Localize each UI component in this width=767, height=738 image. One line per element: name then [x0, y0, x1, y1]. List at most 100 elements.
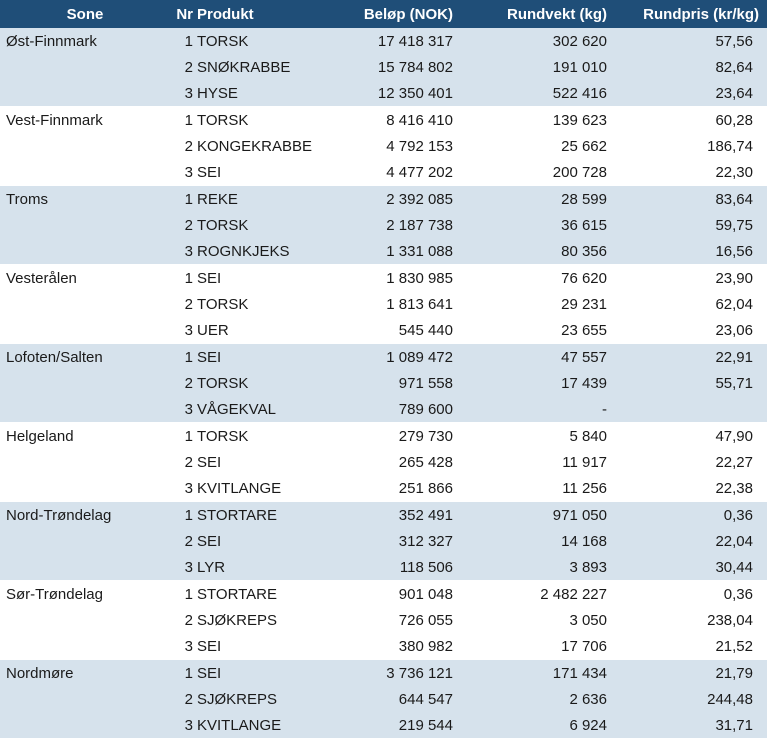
rank-number: 2	[170, 686, 197, 712]
amount-nok: 118 506	[337, 554, 477, 581]
amount-nok: 1 089 472	[337, 343, 477, 370]
round-price-kr-kg: 57,56	[619, 28, 767, 54]
amount-nok: 644 547	[337, 686, 477, 712]
round-price-kr-kg: 83,64	[619, 185, 767, 212]
amount-nok: 971 558	[337, 370, 477, 396]
rank-number: 2	[170, 607, 197, 633]
zone-name: Nordmøre	[0, 659, 170, 686]
round-weight-kg: 28 599	[477, 185, 619, 212]
round-weight-kg: 522 416	[477, 80, 619, 107]
round-weight-kg: 6 924	[477, 712, 619, 738]
zone-name	[0, 370, 170, 396]
table-row: 3 LYR 118 506 3 893 30,44	[0, 554, 767, 581]
round-weight-kg: 11 917	[477, 449, 619, 475]
rank-number: 1	[170, 185, 197, 212]
round-weight-kg: 76 620	[477, 264, 619, 291]
round-weight-kg: 3 893	[477, 554, 619, 581]
round-price-kr-kg: 23,90	[619, 264, 767, 291]
round-price-kr-kg: 22,91	[619, 343, 767, 370]
round-weight-kg: 23 655	[477, 317, 619, 344]
rank-number: 1	[170, 422, 197, 449]
product-name: SEI	[197, 633, 337, 660]
round-price-kr-kg: 238,04	[619, 607, 767, 633]
round-price-kr-kg: 30,44	[619, 554, 767, 581]
table-row: 2 SEI 312 327 14 168 22,04	[0, 528, 767, 554]
rank-number: 2	[170, 528, 197, 554]
rank-number: 2	[170, 449, 197, 475]
rank-number: 3	[170, 633, 197, 660]
rank-number: 1	[170, 580, 197, 607]
header-nr: Nr	[170, 0, 197, 28]
zone-name	[0, 686, 170, 712]
rank-number: 3	[170, 159, 197, 186]
product-name: STORTARE	[197, 501, 337, 528]
product-name: TORSK	[197, 370, 337, 396]
table-row: 3 VÅGEKVAL 789 600-	[0, 396, 767, 423]
rank-number: 3	[170, 80, 197, 107]
rank-number: 1	[170, 343, 197, 370]
header-rundvekt: Rundvekt (kg)	[477, 0, 619, 28]
product-name: SEI	[197, 264, 337, 291]
zone-name	[0, 54, 170, 80]
product-name: SEI	[197, 528, 337, 554]
zone-name	[0, 212, 170, 238]
round-weight-kg: 17 439	[477, 370, 619, 396]
table-row: Vesterålen 1 SEI 1 830 985 76 620 23,90	[0, 264, 767, 291]
table-row: Helgeland 1 TORSK 279 730 5 840 47,90	[0, 422, 767, 449]
round-price-kr-kg: 60,28	[619, 106, 767, 133]
rank-number: 3	[170, 712, 197, 738]
round-price-kr-kg: 47,90	[619, 422, 767, 449]
amount-nok: 2 187 738	[337, 212, 477, 238]
round-weight-kg: 302 620	[477, 28, 619, 54]
round-price-kr-kg: 186,74	[619, 133, 767, 159]
round-weight-kg: 47 557	[477, 343, 619, 370]
round-price-kr-kg: 55,71	[619, 370, 767, 396]
amount-nok: 2 392 085	[337, 185, 477, 212]
product-name: TORSK	[197, 422, 337, 449]
zone-name	[0, 633, 170, 660]
rank-number: 3	[170, 238, 197, 265]
table-row: 3 KVITLANGE 251 866 11 256 22,38	[0, 475, 767, 502]
table-body: Øst-Finnmark 1 TORSK 17 418 317 302 620 57,56…	[0, 28, 767, 738]
rank-number: 2	[170, 291, 197, 317]
rank-number: 1	[170, 28, 197, 54]
product-name: REKE	[197, 185, 337, 212]
amount-nok: 901 048	[337, 580, 477, 607]
round-price-kr-kg: 16,56	[619, 238, 767, 265]
product-name: HYSE	[197, 80, 337, 107]
round-weight-kg: 200 728	[477, 159, 619, 186]
product-name: TORSK	[197, 291, 337, 317]
round-price-kr-kg: 31,71	[619, 712, 767, 738]
product-name: STORTARE	[197, 580, 337, 607]
rank-number: 2	[170, 212, 197, 238]
rank-number: 1	[170, 264, 197, 291]
round-price-kr-kg: 244,48	[619, 686, 767, 712]
amount-nok: 726 055	[337, 607, 477, 633]
amount-nok: 4 477 202	[337, 159, 477, 186]
table-row: 3 SEI 4 477 202 200 728 22,30	[0, 159, 767, 186]
amount-nok: 265 428	[337, 449, 477, 475]
round-weight-kg: 2 482 227	[477, 580, 619, 607]
zone-name	[0, 80, 170, 107]
round-weight-kg: 17 706	[477, 633, 619, 660]
zone-name: Øst-Finnmark	[0, 28, 170, 54]
round-price-kr-kg: 21,52	[619, 633, 767, 660]
table-row: 2 TORSK 2 187 738 36 615 59,75	[0, 212, 767, 238]
table-row: 2 SJØKREPS 644 547 2 636 244,48	[0, 686, 767, 712]
round-price-kr-kg: 0,36	[619, 501, 767, 528]
product-name: KVITLANGE	[197, 712, 337, 738]
rank-number: 1	[170, 106, 197, 133]
zone-name	[0, 317, 170, 344]
table-row: Troms 1 REKE 2 392 085 28 599 83,64	[0, 185, 767, 212]
rank-number: 3	[170, 475, 197, 502]
product-name: KONGEKRABBE	[197, 133, 337, 159]
table-row: 2 SJØKREPS 726 055 3 050 238,04	[0, 607, 767, 633]
header-rundpris: Rundpris (kr/kg)	[619, 0, 767, 28]
round-weight-kg: 11 256	[477, 475, 619, 502]
amount-nok: 4 792 153	[337, 133, 477, 159]
table-row: 3 UER 545 440 23 655 23,06	[0, 317, 767, 344]
round-price-kr-kg	[619, 396, 767, 423]
zone-name: Vest-Finnmark	[0, 106, 170, 133]
table-row: 3 HYSE 12 350 401 522 416 23,64	[0, 80, 767, 107]
round-price-kr-kg: 22,38	[619, 475, 767, 502]
